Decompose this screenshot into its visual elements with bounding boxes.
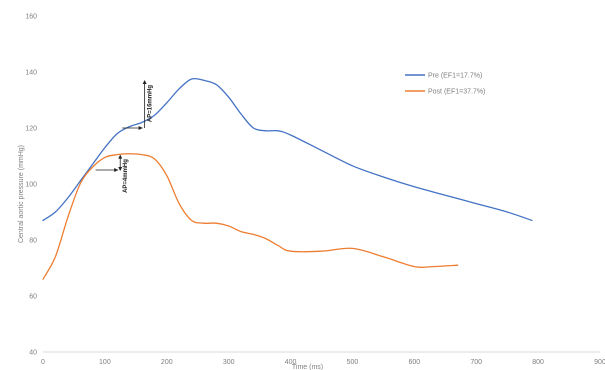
axes-layer: 40 60 80 100 120 140 160 0 100 200 300 400 500 600 700… — [18, 14, 605, 370]
y-tick-label: 80 — [29, 238, 37, 245]
legend: Pre (EF1=17.7%) Post (EF1=37.7%) — [405, 73, 485, 96]
x-tick-label: 300 — [223, 359, 235, 366]
legend-label-post: Post (EF1=37.7%) — [428, 89, 485, 96]
series-layer — [42, 77, 533, 280]
y-tick-label: 40 — [29, 350, 37, 357]
x-axis-title: Time (ms) — [292, 364, 323, 370]
x-tick-label: 700 — [470, 359, 482, 366]
x-tick-label: 600 — [408, 359, 420, 366]
ap-pre-label: AP=16mmHg — [148, 85, 154, 123]
x-tick-label: 500 — [347, 359, 359, 366]
y-tick-label: 60 — [29, 294, 37, 301]
ap-post-arrow-head-top — [118, 154, 123, 159]
annotation-layer: AP=16mmHg AP=4mmHg — [95, 80, 154, 193]
y-tick-label: 160 — [25, 14, 37, 21]
y-tick-label: 140 — [25, 70, 37, 77]
ap-pre-arrow-head-top — [142, 80, 147, 84]
ap-post-arrow-head — [114, 168, 119, 172]
y-tick-label: 120 — [25, 126, 37, 133]
x-tick-label: 0 — [41, 359, 45, 366]
x-tick-label: 400 — [285, 359, 297, 366]
y-axis-title: Central aortic pressure (mmHg) — [18, 145, 25, 243]
legend-label-pre: Pre (EF1=17.7%) — [428, 73, 482, 80]
ap-pre-arrow-head — [138, 126, 143, 130]
series-line-post — [42, 153, 459, 280]
series-line-pre — [42, 77, 533, 222]
y-tick-label: 100 — [25, 182, 37, 189]
ap-post-arrow-head-bottom — [118, 167, 123, 171]
ap-post-label: AP=4mmHg — [123, 159, 129, 193]
x-tick-label: 800 — [532, 359, 544, 366]
x-tick-label: 200 — [161, 359, 173, 366]
x-tick-label: 900 — [594, 359, 605, 366]
x-tick-label: 100 — [99, 359, 111, 366]
